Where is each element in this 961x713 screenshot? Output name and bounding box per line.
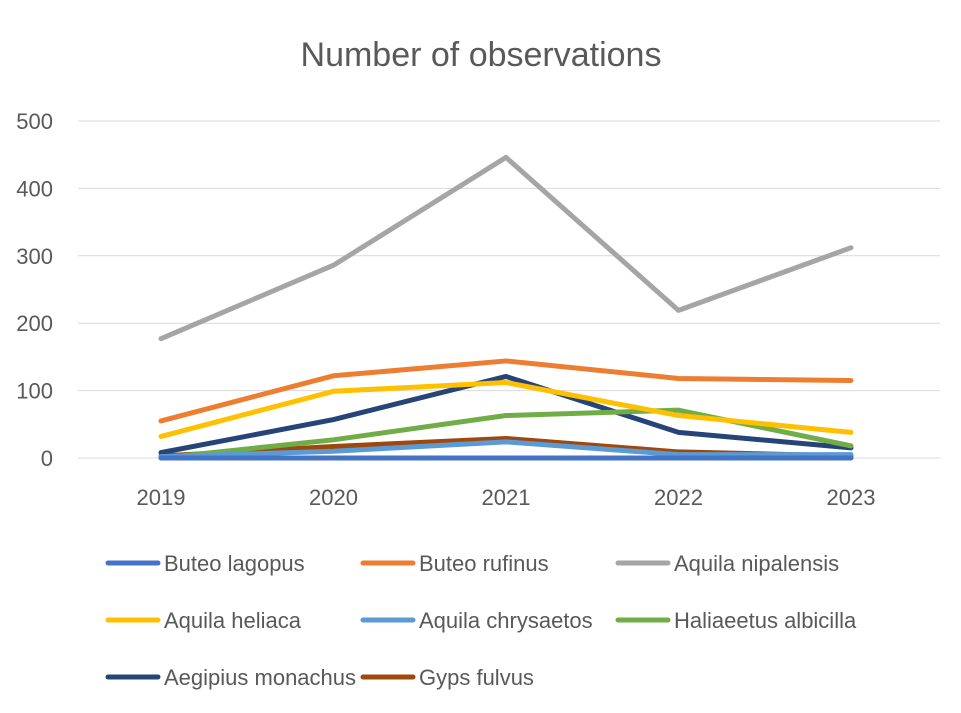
x-tick-label: 2021: [482, 485, 531, 510]
y-tick-label: 300: [16, 244, 53, 269]
legend-item-haliaeetus-albicilla: Haliaeetus albicilla: [615, 608, 857, 633]
legend-label: Aquila heliaca: [164, 608, 302, 633]
legend-item-buteo-rufinus: Buteo rufinus: [360, 551, 549, 576]
series-lines: [158, 154, 854, 461]
legend-item-buteo-lagopus: Buteo lagopus: [105, 551, 305, 576]
legend-label: Gyps fulvus: [419, 665, 534, 690]
chart-title: Number of observations: [301, 36, 662, 74]
series-line-aegipius-monachus: [158, 373, 854, 456]
series-line-buteo-rufinus: [158, 358, 854, 424]
legend-label: Haliaeetus albicilla: [674, 608, 857, 633]
y-tick-label: 200: [16, 311, 53, 336]
legend-label: Aquila nipalensis: [674, 551, 839, 576]
legend-item-gyps-fulvus: Gyps fulvus: [360, 665, 534, 690]
x-axis-ticks: 2019 2020 2021 2022 2023: [137, 485, 876, 510]
y-axis-ticks: 0 100 200 300 400 500: [16, 109, 53, 471]
legend-label: Aegipius monachus: [164, 665, 356, 690]
series-line-aquila-heliaca: [158, 380, 854, 439]
x-tick-label: 2023: [827, 485, 876, 510]
legend: Buteo lagopus Buteo rufinus Aquila nipalen…: [105, 551, 857, 690]
legend-label: Buteo lagopus: [164, 551, 305, 576]
x-tick-label: 2020: [309, 485, 358, 510]
legend-item-aquila-heliaca: Aquila heliaca: [105, 608, 302, 633]
legend-item-aquila-nipalensis: Aquila nipalensis: [615, 551, 839, 576]
legend-item-aegipius-monachus: Aegipius monachus: [105, 665, 356, 690]
x-tick-label: 2022: [654, 485, 703, 510]
legend-label: Aquila chrysaetos: [419, 608, 593, 633]
series-line-aquila-nipalensis: [158, 154, 854, 342]
y-tick-label: 400: [16, 176, 53, 201]
y-tick-label: 500: [16, 109, 53, 134]
legend-item-aquila-chrysaetos: Aquila chrysaetos: [360, 608, 593, 633]
y-tick-label: 100: [16, 379, 53, 404]
legend-label: Buteo rufinus: [419, 551, 549, 576]
y-tick-label: 0: [41, 446, 53, 471]
x-tick-label: 2019: [137, 485, 186, 510]
series-line-aquila-chrysaetos: [158, 439, 854, 460]
